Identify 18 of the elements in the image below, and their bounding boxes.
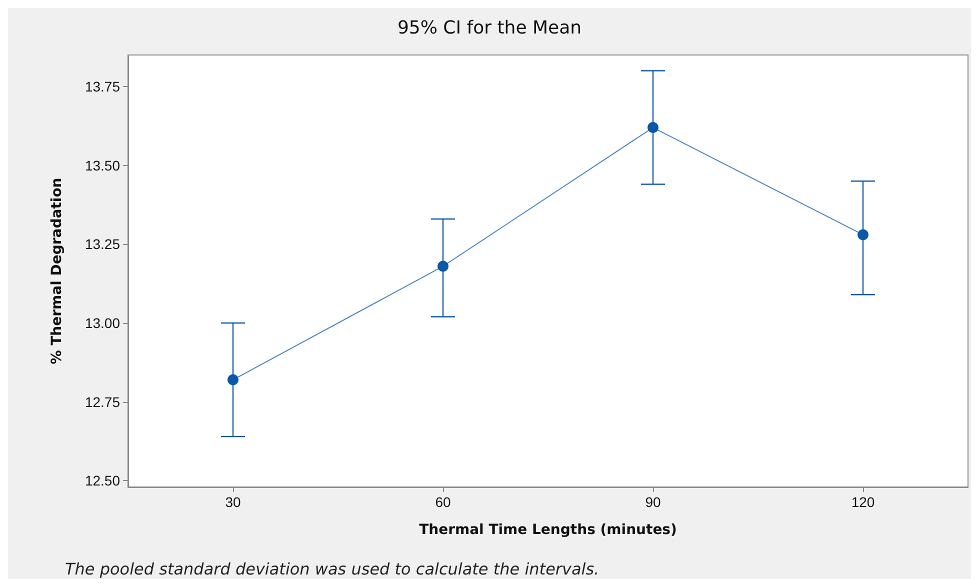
y-axis-title: % Thermal Degradation: [49, 178, 65, 364]
chart-title: 95% CI for the Mean: [397, 18, 582, 38]
point: [858, 229, 868, 240]
y-tick-label: 13.00: [84, 315, 120, 332]
x-tick-label: 60: [435, 494, 451, 510]
point: [228, 374, 238, 386]
point: [438, 260, 448, 272]
y-tick-label: 13.25: [84, 236, 120, 252]
x-tick-label: 30: [225, 494, 241, 510]
y-tick-label: 12.75: [84, 394, 120, 410]
y-tick-label: 13.50: [84, 157, 120, 174]
y-tick-label: 13.75: [84, 78, 120, 95]
text: The pooled standard deviation was used to calculate the intervals.: [65, 560, 600, 578]
x-axis-title: Thermal Time Lengths (minutes): [419, 522, 677, 538]
point: [648, 122, 658, 134]
y-tick-label: 12.50: [84, 472, 120, 489]
x-tick-label: 120: [851, 494, 875, 510]
x-tick-label: 90: [645, 494, 661, 510]
